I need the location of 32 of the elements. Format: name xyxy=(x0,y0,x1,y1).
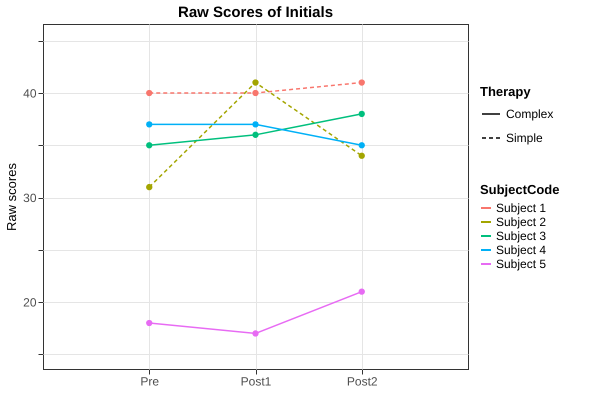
y-tick-label: 30 xyxy=(23,191,37,206)
point xyxy=(252,90,259,96)
point xyxy=(252,132,259,138)
legend-label: Subject 4 xyxy=(496,243,546,257)
point xyxy=(146,121,152,128)
point xyxy=(252,121,259,128)
legend-label: Subject 1 xyxy=(496,201,546,215)
point xyxy=(358,79,365,86)
legend-label: Subject 2 xyxy=(496,215,546,229)
point xyxy=(358,288,365,295)
x-tick-label: Post2 xyxy=(346,374,378,388)
text: SubjectCode xyxy=(480,182,560,197)
text: Therapy xyxy=(480,84,531,99)
text: Complex xyxy=(506,107,554,121)
legend-label: Subject 3 xyxy=(496,229,546,243)
x-tick-label: Pre xyxy=(140,374,160,388)
chart-title: Raw Scores of Initials xyxy=(178,4,334,21)
point xyxy=(358,152,365,159)
y-tick-label: 20 xyxy=(23,296,37,310)
point xyxy=(146,320,152,326)
y-tick-label: 40 xyxy=(23,86,37,100)
point xyxy=(146,90,152,96)
point xyxy=(358,110,365,118)
point xyxy=(358,142,365,148)
point xyxy=(146,184,152,190)
text: Simple xyxy=(506,131,544,145)
x-tick-label: Post1 xyxy=(240,374,272,388)
point xyxy=(146,142,152,148)
legend-label: Subject 5 xyxy=(496,257,546,271)
point xyxy=(252,330,259,337)
point xyxy=(252,79,259,86)
y-axis-title: Raw scores xyxy=(4,162,20,231)
